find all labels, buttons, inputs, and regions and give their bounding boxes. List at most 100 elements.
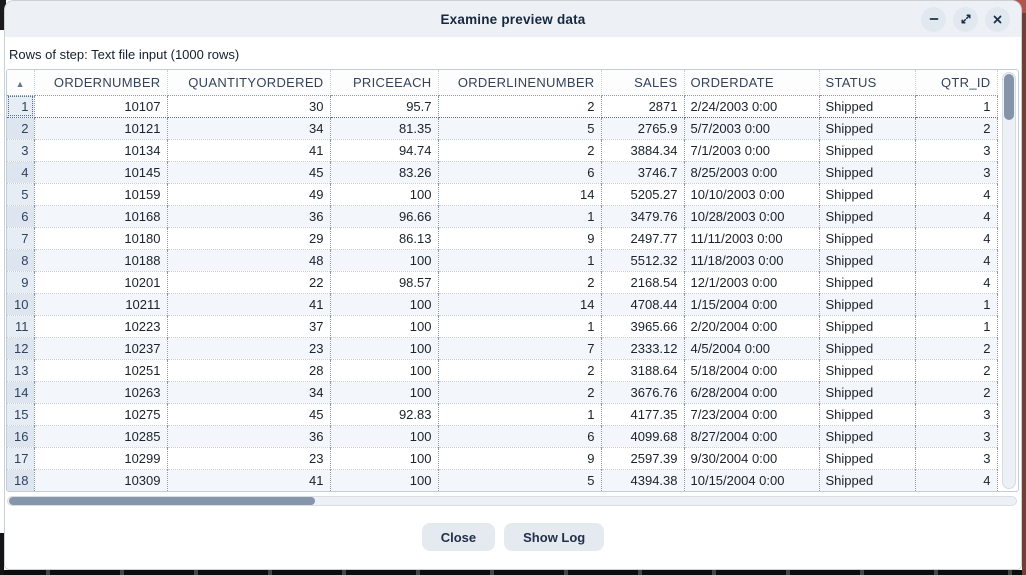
dialog-title: Examine preview data bbox=[440, 11, 586, 27]
table-row[interactable]: 15 10275 45 92.83 1 4177.35 7/23/2004 0:00 Ship… bbox=[7, 402, 998, 425]
table-row[interactable]: 8 10188 48 100 1 5512.32 11/18/2003 0:00 Shippe… bbox=[7, 248, 998, 271]
cell-qtr_id: 3 bbox=[915, 424, 998, 447]
maximize-button[interactable] bbox=[953, 6, 978, 32]
cell-status: Shipped bbox=[819, 94, 916, 118]
horizontal-scrollbar-thumb[interactable] bbox=[9, 497, 315, 505]
cell-orderlinenumber: 9 bbox=[438, 446, 602, 469]
table-row[interactable]: 5 10159 49 100 14 5205.27 10/10/2003 0:00 Shipp… bbox=[7, 182, 998, 205]
cell-quantityordered: 36 bbox=[167, 424, 331, 447]
cell-ordernumber: 10285 bbox=[34, 424, 168, 447]
cell-priceeach: 100 bbox=[330, 314, 439, 337]
cell-quantityordered: 37 bbox=[167, 314, 331, 337]
cell-sales: 4099.68 bbox=[601, 424, 685, 447]
cell-orderdate: 2/20/2004 0:00 bbox=[684, 314, 820, 337]
cell-ordernumber: 10168 bbox=[34, 204, 168, 227]
cell-ordernumber: 10107 bbox=[34, 94, 168, 118]
table-row[interactable]: 9 10201 22 98.57 2 2168.54 12/1/2003 0:00 Shipp… bbox=[7, 270, 998, 293]
cell-ordernumber: 10188 bbox=[34, 248, 168, 271]
cell-sales: 2871 bbox=[601, 94, 685, 118]
table-row[interactable]: 12 10237 23 100 7 2333.12 4/5/2004 0:00 Shipped… bbox=[7, 336, 998, 359]
cell-ordernumber: 10223 bbox=[34, 314, 168, 337]
cell-sales: 3676.76 bbox=[601, 380, 685, 403]
table-row[interactable]: 2 10121 34 81.35 5 2765.9 5/7/2003 0:00 Shipped… bbox=[7, 116, 998, 139]
table-row[interactable]: 18 10309 41 100 5 4394.38 10/15/2004 0:00 Shipp… bbox=[7, 468, 998, 491]
cell-priceeach: 98.57 bbox=[330, 270, 439, 293]
column-header-orderdate[interactable]: ORDERDATE bbox=[684, 70, 820, 96]
close-button[interactable]: Close bbox=[421, 523, 496, 551]
cell-sales: 5205.27 bbox=[601, 182, 685, 205]
cell-orderlinenumber: 2 bbox=[438, 380, 602, 403]
cell-quantityordered: 23 bbox=[167, 446, 331, 469]
table-row[interactable]: 10 10211 41 100 14 4708.44 1/15/2004 0:00 Shipp… bbox=[7, 292, 998, 315]
cell-status: Shipped bbox=[819, 226, 916, 249]
cell-orderlinenumber: 14 bbox=[438, 182, 602, 205]
background-window-bottom-edge bbox=[0, 570, 1026, 575]
cell-orderdate: 6/28/2004 0:00 bbox=[684, 380, 820, 403]
cell-status: Shipped bbox=[819, 292, 916, 315]
table-row[interactable]: 11 10223 37 100 1 3965.66 2/20/2004 0:00 Shippe… bbox=[7, 314, 998, 337]
cell-qtr_id: 2 bbox=[915, 358, 998, 381]
column-header-ordernumber[interactable]: ORDERNUMBER bbox=[34, 70, 168, 96]
cell-ordernumber: 10145 bbox=[34, 160, 168, 183]
column-header-orderlinenumber[interactable]: ORDERLINENUMBER bbox=[438, 70, 602, 96]
table-row[interactable]: 17 10299 23 100 9 2597.39 9/30/2004 0:00 Shippe… bbox=[7, 446, 998, 469]
close-window-button[interactable] bbox=[985, 6, 1010, 32]
table-row[interactable]: 6 10168 36 96.66 1 3479.76 10/28/2003 0:00 Ship… bbox=[7, 204, 998, 227]
cell-ordernumber: 10201 bbox=[34, 270, 168, 293]
cell-orderlinenumber: 9 bbox=[438, 226, 602, 249]
cell-ordernumber: 10180 bbox=[34, 226, 168, 249]
row-number: 10 bbox=[7, 292, 35, 315]
row-number: 12 bbox=[7, 336, 35, 359]
vertical-scrollbar[interactable] bbox=[1002, 72, 1016, 489]
horizontal-scrollbar[interactable] bbox=[7, 496, 1017, 506]
row-number: 17 bbox=[7, 446, 35, 469]
row-number: 4 bbox=[7, 160, 35, 183]
cell-quantityordered: 41 bbox=[167, 138, 331, 161]
background-window-left-top-edge bbox=[0, 0, 6, 30]
sort-header-cell[interactable]: ▲ bbox=[7, 70, 35, 96]
cell-ordernumber: 10159 bbox=[34, 182, 168, 205]
column-header-qtr_id[interactable]: QTR_ID bbox=[915, 70, 998, 96]
row-number: 8 bbox=[7, 248, 35, 271]
cell-priceeach: 100 bbox=[330, 358, 439, 381]
cell-status: Shipped bbox=[819, 116, 916, 139]
minimize-button[interactable] bbox=[921, 6, 946, 32]
column-header-priceeach[interactable]: PRICEEACH bbox=[330, 70, 439, 96]
cell-status: Shipped bbox=[819, 204, 916, 227]
column-header-status[interactable]: STATUS bbox=[819, 70, 916, 96]
cell-sales: 2497.77 bbox=[601, 226, 685, 249]
column-header-quantityordered[interactable]: QUANTITYORDERED bbox=[167, 70, 331, 96]
cell-orderlinenumber: 6 bbox=[438, 424, 602, 447]
cell-orderdate: 7/23/2004 0:00 bbox=[684, 402, 820, 425]
cell-sales: 3479.76 bbox=[601, 204, 685, 227]
column-header-sales[interactable]: SALES bbox=[601, 70, 685, 96]
cell-quantityordered: 34 bbox=[167, 380, 331, 403]
cell-status: Shipped bbox=[819, 314, 916, 337]
vertical-scrollbar-thumb[interactable] bbox=[1004, 74, 1014, 120]
cell-quantityordered: 49 bbox=[167, 182, 331, 205]
show-log-button[interactable]: Show Log bbox=[504, 523, 605, 551]
table-row[interactable]: 14 10263 34 100 2 3676.76 6/28/2004 0:00 Shippe… bbox=[7, 380, 998, 403]
table-row[interactable]: 3 10134 41 94.74 2 3884.34 7/1/2003 0:00 Shippe… bbox=[7, 138, 998, 161]
table-row[interactable]: 16 10285 36 100 6 4099.68 8/27/2004 0:00 Shippe… bbox=[7, 424, 998, 447]
dialog-button-bar: Close Show Log bbox=[5, 523, 1021, 551]
cell-sales: 2765.9 bbox=[601, 116, 685, 139]
cell-quantityordered: 28 bbox=[167, 358, 331, 381]
table-row[interactable]: 7 10180 29 86.13 9 2497.77 11/11/2003 0:00 Ship… bbox=[7, 226, 998, 249]
cell-quantityordered: 45 bbox=[167, 402, 331, 425]
cell-qtr_id: 1 bbox=[915, 94, 998, 118]
cell-sales: 3884.34 bbox=[601, 138, 685, 161]
close-icon bbox=[992, 14, 1003, 25]
dialog-titlebar[interactable]: Examine preview data bbox=[5, 1, 1021, 37]
cell-orderdate: 8/25/2003 0:00 bbox=[684, 160, 820, 183]
table-row[interactable]: 13 10251 28 100 2 3188.64 5/18/2004 0:00 Shippe… bbox=[7, 358, 998, 381]
maximize-icon bbox=[960, 13, 972, 25]
cell-status: Shipped bbox=[819, 160, 916, 183]
table-row[interactable]: 1 10107 30 95.7 2 2871 2/24/2003 0:00 Shipped 1 bbox=[7, 94, 998, 118]
cell-status: Shipped bbox=[819, 270, 916, 293]
cell-status: Shipped bbox=[819, 182, 916, 205]
table-row[interactable]: 4 10145 45 83.26 6 3746.7 8/25/2003 0:00 Shippe… bbox=[7, 160, 998, 183]
cell-status: Shipped bbox=[819, 248, 916, 271]
cell-sales: 3965.66 bbox=[601, 314, 685, 337]
